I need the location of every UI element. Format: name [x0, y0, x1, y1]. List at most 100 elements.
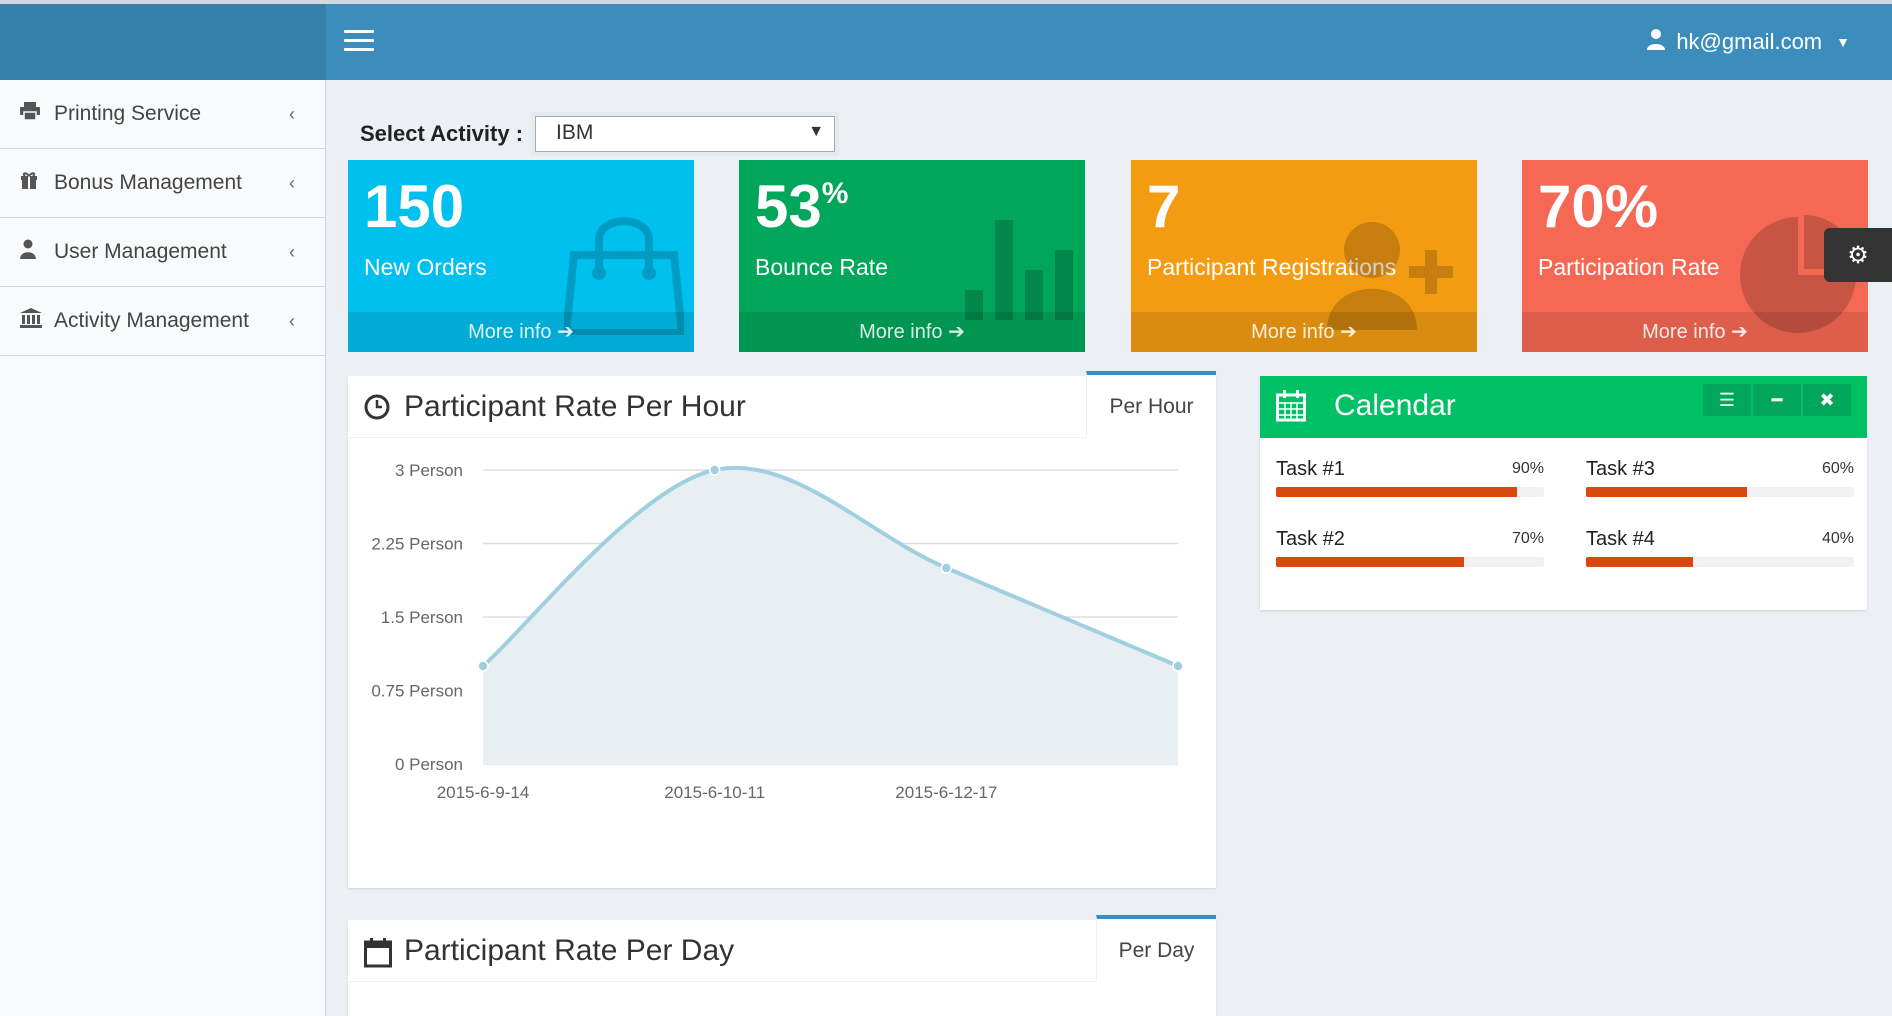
- select-activity-label: Select Activity :: [360, 121, 524, 146]
- progress-bar: [1586, 557, 1854, 567]
- stat-label: Participation Rate: [1538, 254, 1720, 280]
- minus-icon: ━: [1771, 389, 1783, 410]
- user-icon: [20, 239, 54, 265]
- calendar-icon: [364, 938, 392, 973]
- sidebar-item-activity-management[interactable]: Activity Management ‹: [0, 287, 325, 356]
- task-percent: 60%: [1821, 460, 1854, 477]
- user-add-icon: [1327, 220, 1457, 335]
- data-point[interactable]: [708, 464, 721, 476]
- calendar-header: Calendar ☰ ━ ✖: [1260, 376, 1867, 438]
- y-tick-label: 0.75 Person: [371, 682, 463, 701]
- area-fill: [483, 467, 1178, 764]
- calendar-tools: ☰ ━ ✖: [1703, 384, 1851, 416]
- x-tick-label: 2015-6-9-14: [437, 783, 530, 802]
- stat-label: Participant Registrations: [1147, 254, 1397, 280]
- task-progress: Task #2 70%: [1276, 528, 1544, 567]
- more-info-link[interactable]: More info ➔: [1131, 312, 1477, 352]
- more-info-link[interactable]: More info ➔: [1522, 312, 1868, 352]
- chevron-left-icon: ‹: [289, 103, 295, 124]
- gear-icon: ⚙: [1847, 241, 1869, 269]
- arrow-circle-right-icon: ➔: [1731, 321, 1748, 343]
- minimize-button[interactable]: ━: [1753, 384, 1801, 416]
- hourly-rate-box: Participant Rate Per Hour Per Hour 3 Per…: [348, 371, 1216, 888]
- caret-down-icon: ▼: [1836, 34, 1850, 50]
- task-progress: Task #4 40%: [1586, 528, 1854, 567]
- bank-icon: [20, 308, 54, 334]
- stat-label: Bounce Rate: [755, 254, 888, 280]
- y-tick-label: 1.5 Person: [381, 608, 463, 627]
- calendar-title: Calendar: [1334, 389, 1456, 422]
- bar-chart-icon: [965, 220, 1075, 325]
- stat-label: New Orders: [364, 254, 487, 280]
- logo-area[interactable]: [0, 4, 326, 80]
- sidebar-item-label: User Management: [54, 240, 227, 263]
- task-percent: 90%: [1511, 460, 1544, 477]
- stat-value: 53%: [755, 173, 849, 240]
- hourly-area-chart: 3 Person 2.25 Person 1.5 Person 0.75 Person…: [371, 461, 1184, 802]
- stat-box-participant-registrations: 7 Participant Registrations More info ➔: [1131, 160, 1477, 352]
- activity-select-value: IBM: [556, 121, 594, 144]
- data-point[interactable]: [1172, 660, 1184, 672]
- close-button[interactable]: ✖: [1803, 384, 1851, 416]
- daily-rate-box: Participant Rate Per Day Per Day: [348, 915, 1216, 1016]
- sidebar-toggle-button[interactable]: [344, 30, 374, 52]
- series-line: [481, 466, 1179, 668]
- stat-value: 7: [1147, 173, 1181, 240]
- stat-box-new-orders: 150 New Orders More info ➔: [348, 160, 694, 352]
- chevron-left-icon: ‹: [289, 241, 295, 262]
- task-name: Task #2: [1276, 528, 1345, 550]
- progress-bar: [1276, 487, 1544, 497]
- box-header: Participant Rate Per Hour Per Hour: [348, 371, 1216, 438]
- sidebar-item-user-management[interactable]: User Management ‹: [0, 218, 325, 287]
- shopping-bag-icon: [561, 215, 687, 340]
- stat-value: 150: [364, 173, 465, 240]
- progress-fill: [1276, 487, 1518, 497]
- data-point[interactable]: [477, 660, 489, 672]
- sidebar-item-label: Activity Management: [54, 309, 249, 332]
- activity-select[interactable]: IBM ▼: [535, 116, 836, 152]
- menu-button[interactable]: ☰: [1703, 384, 1751, 416]
- task-name: Task #1: [1276, 458, 1345, 480]
- progress-bar: [1276, 557, 1544, 567]
- more-info-link[interactable]: More info ➔: [739, 312, 1085, 352]
- task-percent: 40%: [1821, 530, 1854, 547]
- more-info-link[interactable]: More info ➔: [348, 312, 694, 352]
- arrow-circle-right-icon: ➔: [948, 321, 965, 343]
- arrow-circle-right-icon: ➔: [1340, 321, 1357, 343]
- sidebar-item-printing-service[interactable]: Printing Service ‹: [0, 80, 325, 149]
- progress-fill: [1586, 557, 1694, 567]
- chevron-left-icon: ‹: [289, 172, 295, 193]
- calendar-box: Calendar ☰ ━ ✖ Task #1 90% Task #3 60% T…: [1260, 376, 1867, 610]
- sidebar-item-label: Bonus Management: [54, 171, 242, 194]
- print-icon: [20, 102, 54, 126]
- box-header: Participant Rate Per Day Per Day: [348, 915, 1216, 982]
- chevron-left-icon: ‹: [289, 310, 295, 331]
- y-tick-label: 0 Person: [395, 755, 463, 774]
- x-tick-label: 2015-6-12-17: [895, 783, 997, 802]
- stat-box-participation-rate: 70% Participation Rate More info ➔: [1522, 160, 1868, 352]
- sidebar-item-bonus-management[interactable]: Bonus Management ‹: [0, 149, 325, 218]
- task-progress: Task #3 60%: [1586, 458, 1854, 497]
- progress-fill: [1276, 557, 1464, 567]
- box-title: Participant Rate Per Hour: [404, 390, 746, 423]
- tab-per-hour[interactable]: Per Hour: [1086, 371, 1216, 438]
- task-name: Task #3: [1586, 458, 1655, 480]
- gift-icon: [20, 171, 54, 195]
- sidebar: Printing Service ‹ Bonus Management ‹ Us…: [0, 80, 326, 1016]
- user-icon: [1646, 28, 1666, 56]
- settings-gear-button[interactable]: ⚙: [1824, 228, 1892, 282]
- close-icon: ✖: [1819, 389, 1835, 410]
- y-tick-label: 2.25 Person: [371, 535, 463, 554]
- stat-box-bounce-rate: 53% Bounce Rate More info ➔: [739, 160, 1085, 352]
- dropdown-arrow-icon: ▼: [808, 123, 825, 140]
- data-point[interactable]: [940, 562, 953, 574]
- task-percent: 70%: [1511, 530, 1544, 547]
- bars-icon: ☰: [1718, 389, 1736, 410]
- x-tick-label: 2015-6-10-11: [664, 783, 765, 802]
- user-menu[interactable]: hk@gmail.com ▼: [1646, 28, 1850, 56]
- tab-per-day[interactable]: Per Day: [1096, 915, 1216, 982]
- stat-value: 70%: [1538, 173, 1659, 240]
- y-tick-label: 3 Person: [395, 461, 463, 480]
- user-email: hk@gmail.com: [1676, 29, 1823, 54]
- box-title: Participant Rate Per Day: [404, 934, 735, 967]
